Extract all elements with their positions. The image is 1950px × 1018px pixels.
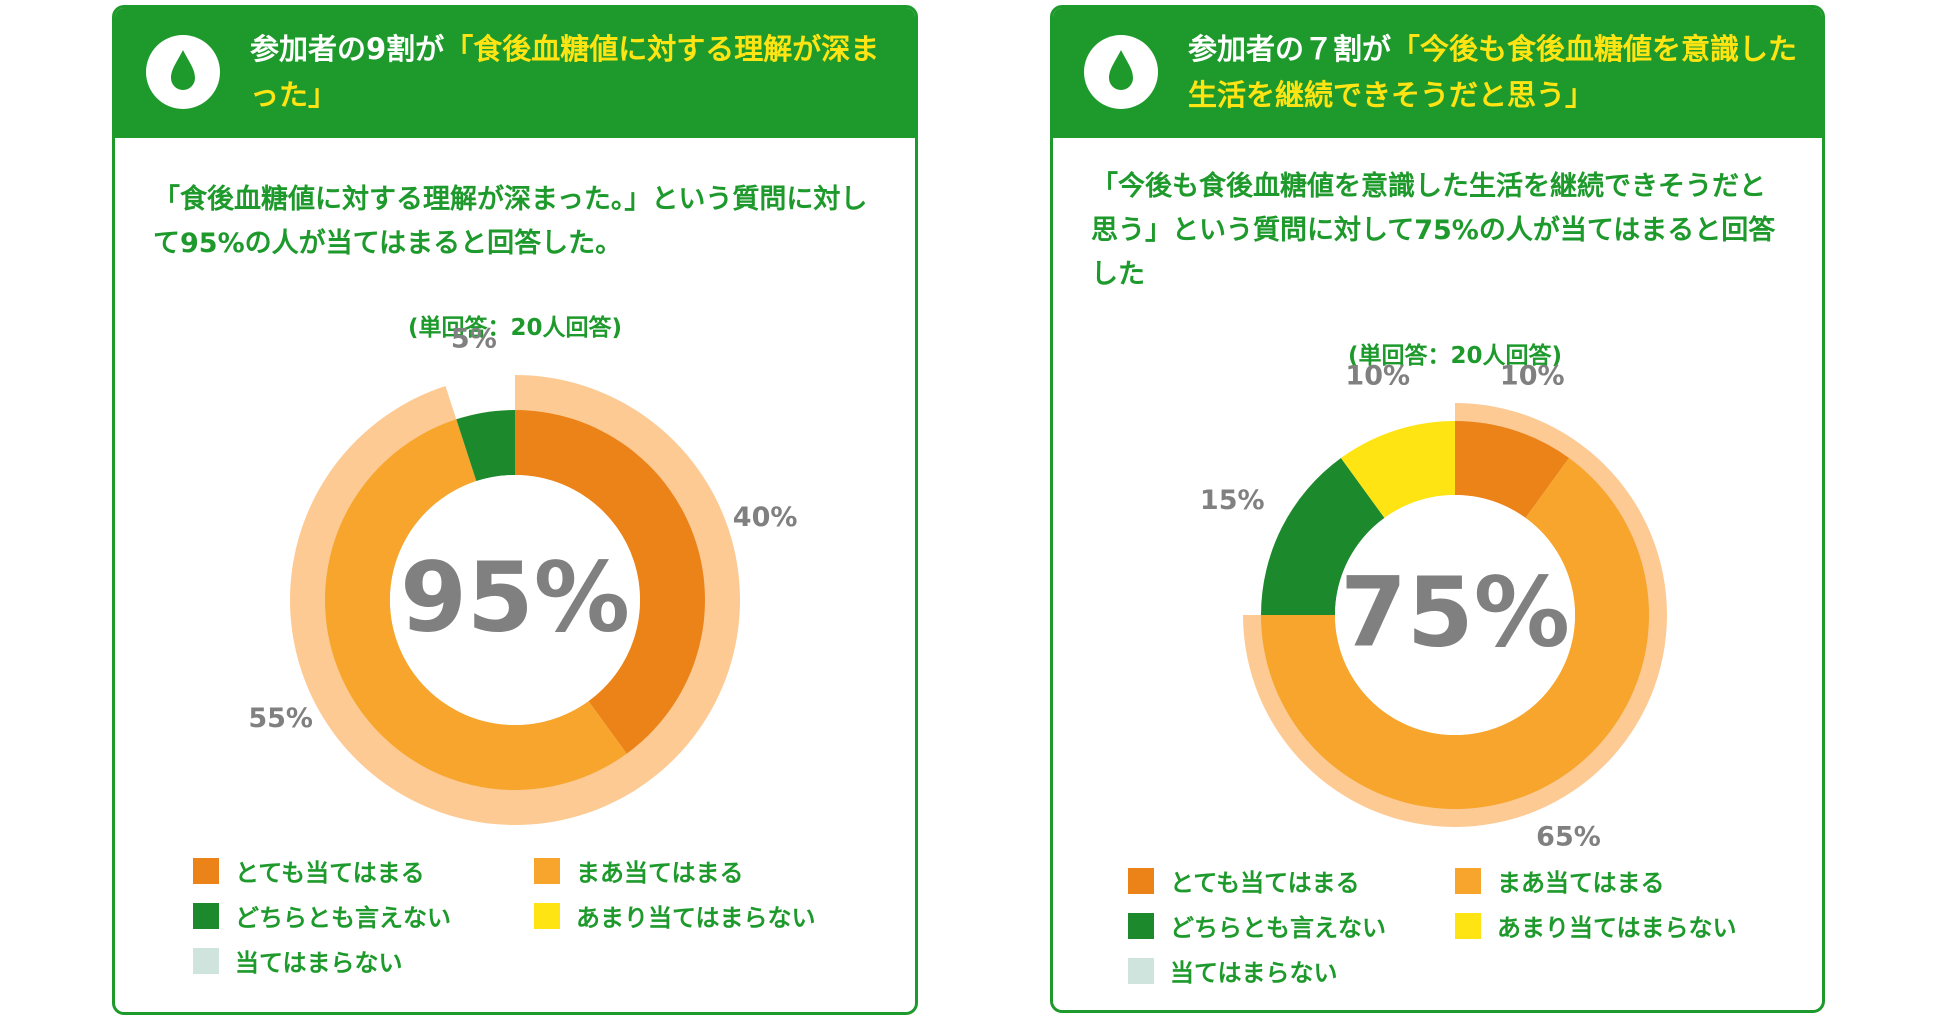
legend-swatch	[1128, 957, 1154, 984]
header-lead: 参加者の７割が	[1188, 32, 1392, 66]
header-lead: 参加者の9割が	[250, 32, 445, 66]
legend-item: どちらとも言えない	[193, 898, 451, 933]
header-text: 参加者の７割が「今後も食後血糖値を意識した生活を継続できそうだと思う」	[1188, 26, 1802, 118]
legend-swatch	[534, 902, 560, 929]
header: 参加者の７割が「今後も食後血糖値を意識した生活を継続できそうだと思う」	[1053, 8, 1822, 138]
header: 参加者の9割が「食後血糖値に対する理解が深まった」	[115, 8, 915, 138]
value-label: 10%	[1345, 361, 1410, 392]
legend-swatch	[193, 857, 219, 884]
value-label: 5%	[451, 324, 497, 355]
segment	[325, 419, 627, 790]
value-label: 40%	[733, 502, 798, 533]
value-label: 55%	[248, 703, 313, 734]
segment	[1455, 421, 1570, 518]
drop	[1109, 50, 1133, 90]
legend-item: とても当てはまる	[1128, 863, 1360, 898]
legend-label: どちらとも言えない	[1170, 914, 1386, 942]
segment	[1340, 421, 1455, 518]
legend-item: まあ当てはまる	[1455, 863, 1665, 898]
legend-label: 当てはまらない	[235, 949, 403, 977]
card: 参加者の７割が「今後も食後血糖値を意識した生活を継続できそうだと思う」 「今後も食…	[1050, 5, 1825, 1013]
legend-label: まあ当てはまる	[576, 859, 744, 887]
segment	[1261, 458, 1385, 615]
legend-label: あまり当てはまらない	[1497, 914, 1737, 942]
legend-label: とても当てはまる	[1170, 869, 1360, 897]
hole	[1335, 495, 1575, 735]
segment	[515, 410, 706, 754]
drop	[171, 50, 195, 90]
legend-item: とても当てはまる	[193, 853, 425, 888]
note: (単回答：20人回答)	[407, 315, 623, 341]
value-label: 65%	[1536, 821, 1601, 852]
legend-item: 当てはまらない	[193, 943, 403, 978]
drop-icon	[1084, 35, 1158, 109]
legend-item: まあ当てはまる	[534, 853, 744, 888]
header-highlight: 「食後血糖値に対する理解が深まった」	[250, 32, 880, 112]
hole	[390, 475, 640, 725]
legend-label: 当てはまらない	[1170, 959, 1338, 987]
legend-swatch	[534, 857, 560, 884]
legend-label: とても当てはまる	[235, 859, 425, 887]
legend-swatch	[193, 947, 219, 974]
center-label: 95%	[400, 541, 630, 653]
segment	[456, 410, 515, 482]
segment	[1261, 458, 1649, 809]
donut: 10% 65% 15% 10% 75%	[1200, 361, 1667, 852]
card: 参加者の9割が「食後血糖値に対する理解が深まった」 「食後血糖値に対する理解が深ま…	[112, 5, 918, 1015]
drop-icon	[146, 35, 220, 109]
legend-swatch	[1455, 867, 1481, 894]
header-text: 参加者の9割が「食後血糖値に対する理解が深まった」	[250, 26, 895, 118]
description: 「食後血糖値に対する理解が深まった。」という質問に対して95%の人が当てはまると…	[153, 184, 868, 259]
legend-label: まあ当てはまる	[1497, 869, 1665, 897]
legend-swatch	[1455, 912, 1481, 939]
legend-label: どちらとも言えない	[235, 904, 451, 932]
donut: 40% 55% 5% 95%	[248, 324, 798, 825]
center-label: 75%	[1340, 556, 1570, 668]
description: 「今後も食後血糖値を意識した生活を継続できそうだと思う」という質問に対して75%…	[1091, 171, 1776, 290]
value-label: 10%	[1500, 361, 1565, 392]
legend-item: どちらとも言えない	[1128, 908, 1386, 943]
legend-item: あまり当てはまらない	[534, 898, 816, 933]
legend-label: あまり当てはまらない	[576, 904, 816, 932]
legend-item: あまり当てはまらない	[1455, 908, 1737, 943]
note: (単回答：20人回答)	[1347, 343, 1563, 369]
legend-item: 当てはまらない	[1128, 953, 1338, 988]
legend-swatch	[193, 902, 219, 929]
header-highlight: 「今後も食後血糖値を意識した生活を継続できそうだと思う」	[1188, 32, 1798, 112]
legend-swatch	[1128, 867, 1154, 894]
value-label: 15%	[1200, 485, 1265, 516]
legend-swatch	[1128, 912, 1154, 939]
